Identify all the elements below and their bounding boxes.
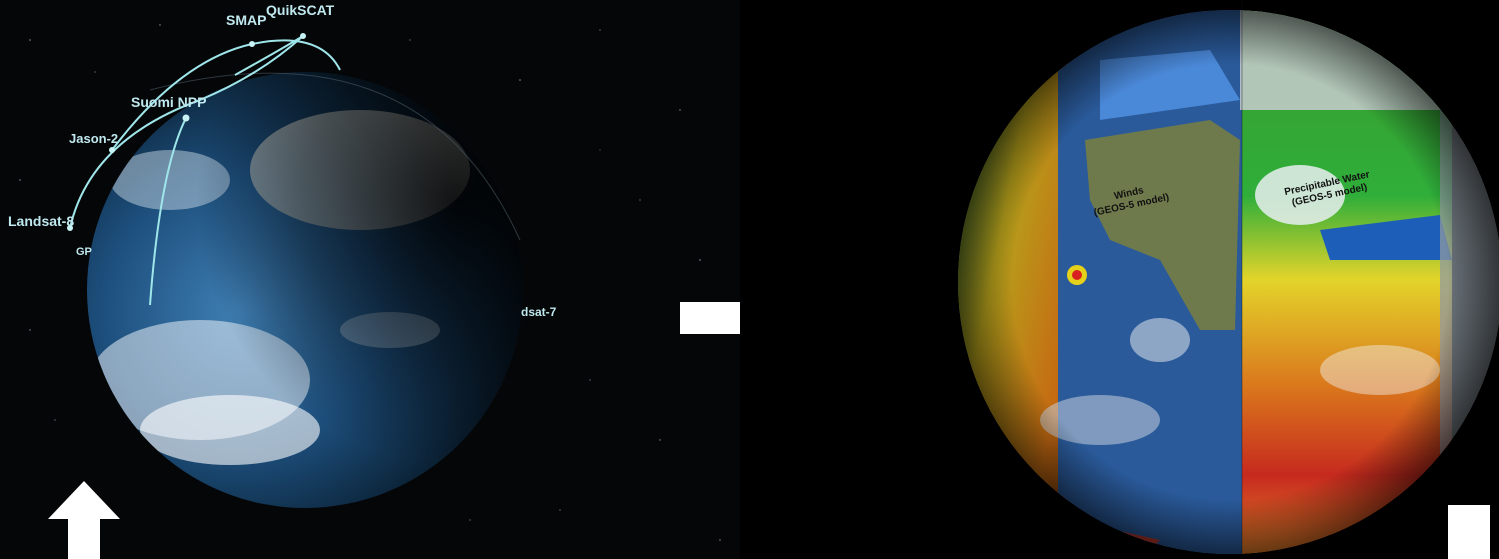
- star-field: [19, 24, 721, 541]
- satellite-label-smap: SMAP: [226, 12, 267, 28]
- up-arrow-icon: [48, 481, 120, 559]
- earth-clouds: [87, 72, 523, 508]
- satellite-view-panel: SMAP QuikSCAT Suomi NPP Jason-2 Landsat-…: [0, 0, 740, 559]
- orbit-lines: [69, 35, 341, 306]
- data-globe: [958, 0, 1499, 559]
- satellite-label-jason-2: Jason-2: [69, 131, 119, 146]
- satellite-label-landsat-8: Landsat-8: [8, 213, 75, 229]
- satellite-markers: [67, 33, 306, 231]
- satellite-label-quikscat: QuikSCAT: [266, 2, 335, 18]
- satellite-label-landsat-7: dsat-7: [521, 305, 557, 319]
- satellite-scene: [19, 24, 721, 541]
- satellite-label-suomi-npp: Suomi NPP: [131, 94, 207, 110]
- satellite-label-gp: GP: [76, 246, 92, 258]
- partial-arrow-icon: [1448, 505, 1490, 559]
- data-globe-panel: Winds (GEOS-5 model) Precipitable Water …: [740, 0, 1499, 559]
